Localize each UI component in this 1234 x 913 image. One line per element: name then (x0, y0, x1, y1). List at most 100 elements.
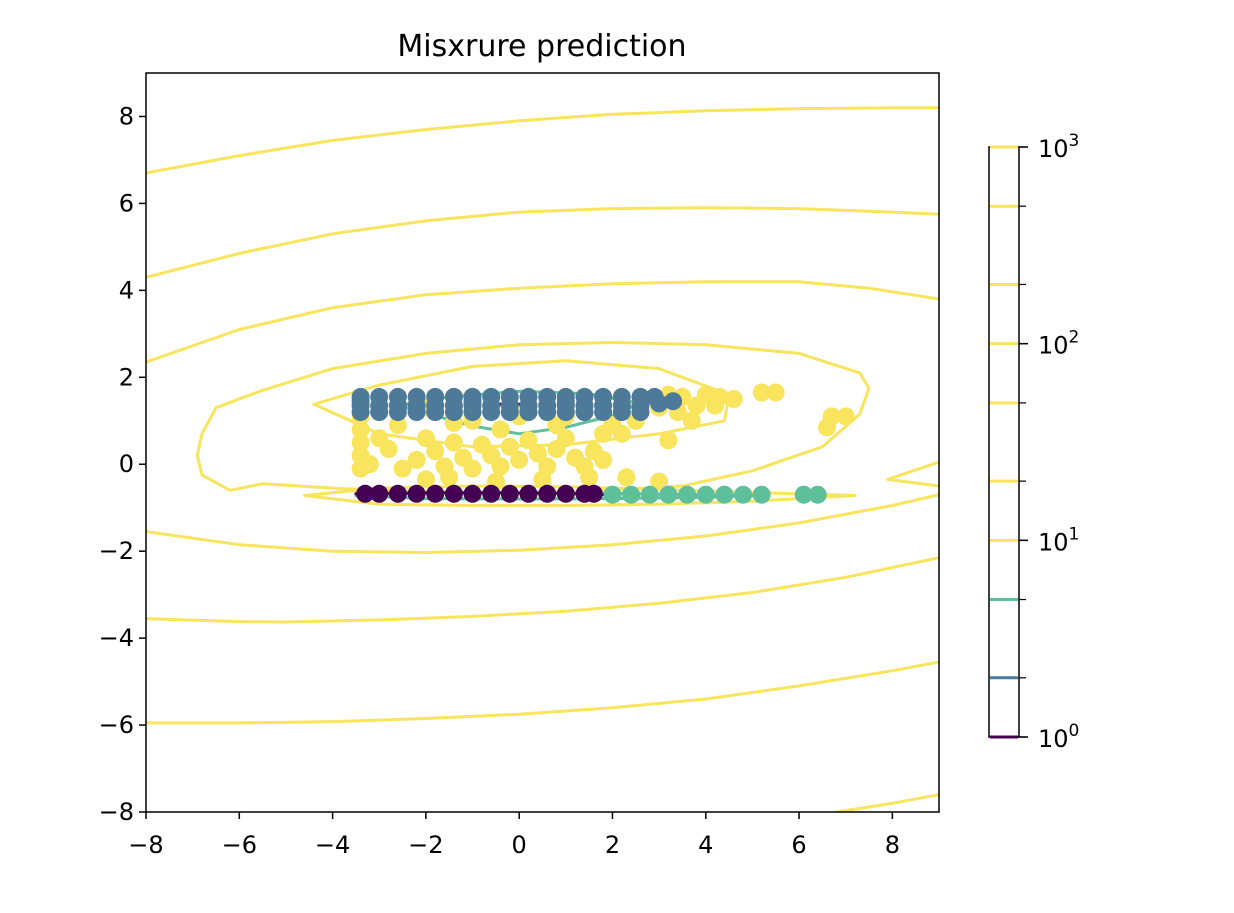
scatter-point (491, 457, 510, 476)
scatter-point (631, 403, 650, 422)
plot-frame (145, 72, 940, 813)
scatter-point (687, 396, 706, 415)
scatter-point (612, 403, 631, 422)
scatter-point (388, 484, 407, 503)
x-tick-label: 2 (605, 831, 620, 859)
scatter-point (351, 420, 370, 439)
scatter-point (584, 484, 603, 503)
scatter-point (388, 416, 407, 435)
scatter-point (407, 450, 426, 469)
colorbar-tick-label: 103 (1038, 131, 1079, 163)
scatter-point (836, 407, 855, 426)
contour-line-level-20 (146, 660, 939, 725)
colorbar: 103 102 101 100 (988, 131, 1079, 753)
scatter-point (444, 484, 463, 503)
colorbar-tick-label: 100 (1038, 721, 1079, 753)
x-tick-label: 8 (885, 831, 900, 859)
scatter-point (617, 468, 636, 487)
scatter-point (444, 403, 463, 422)
y-tick-label: −2 (99, 537, 134, 565)
colorbar-tick-label: 102 (1038, 328, 1079, 360)
scatter-points (351, 383, 855, 504)
scatter-point (580, 468, 599, 487)
scatter-point (533, 470, 552, 489)
contour-line-level-50 (146, 556, 939, 624)
x-tick-label: 4 (698, 831, 713, 859)
scatter-point (547, 416, 566, 435)
y-tick-label: −8 (99, 798, 134, 826)
x-tick-label: 0 (512, 831, 527, 859)
scatter-point (491, 420, 510, 439)
scatter-point (463, 392, 482, 411)
scatter-point (360, 455, 379, 474)
scatter-point (715, 485, 734, 504)
scatter-point (426, 484, 445, 503)
contour-line-level-500 (146, 206, 939, 279)
scatter-point (556, 392, 575, 411)
scatter-point (463, 459, 482, 478)
scatter-point (500, 403, 519, 422)
x-tick-label: −6 (222, 831, 257, 859)
scatter-point (444, 433, 463, 452)
scatter-point (500, 484, 519, 503)
x-tick-label: −2 (408, 831, 443, 859)
scatter-point (575, 403, 594, 422)
contour-line-level-100 (146, 493, 939, 554)
scatter-point (556, 484, 575, 503)
scatter-point (370, 403, 389, 422)
scatter-point (682, 411, 701, 430)
scatter-point (519, 484, 538, 503)
y-tick-label: 8 (119, 102, 134, 130)
scatter-point (440, 468, 459, 487)
scatter-point (650, 394, 669, 413)
contour-line-level-1000 (146, 106, 939, 175)
scatter-point (407, 484, 426, 503)
scatter-point (734, 485, 753, 504)
y-tick-label: 2 (119, 363, 134, 391)
scatter-point (594, 450, 613, 469)
scatter-point (407, 403, 426, 422)
scatter-point (510, 450, 529, 469)
scatter-point (659, 431, 678, 450)
scatter-point (538, 484, 557, 503)
x-tick-label: −4 (315, 831, 350, 859)
scatter-point (393, 459, 412, 478)
scatter-point (519, 403, 538, 422)
scatter-point (370, 429, 389, 448)
x-tick-label: −8 (128, 831, 163, 859)
scatter-point (482, 403, 501, 422)
scatter-point (538, 403, 557, 422)
y-tick-label: 6 (119, 189, 134, 217)
scatter-point (426, 442, 445, 461)
scatter-point (416, 429, 435, 448)
scatter-point (640, 485, 659, 504)
y-axis: 8 6 4 2 0 −2 −4 −6 −8 (99, 102, 146, 826)
scatter-point (724, 390, 743, 408)
scatter-point (416, 470, 435, 489)
scatter-point (752, 485, 771, 504)
scatter-point (678, 485, 697, 504)
scatter-point (818, 418, 836, 437)
scatter-point (664, 392, 683, 411)
scatter-point (612, 424, 631, 443)
scatter-point (528, 444, 547, 463)
scatter-point (426, 403, 445, 422)
y-tick-label: −4 (99, 624, 134, 652)
scatter-point (351, 392, 370, 411)
scatter-point (696, 485, 715, 504)
scatter-point (766, 383, 785, 402)
scatter-point (659, 485, 678, 504)
x-tick-label: 6 (791, 831, 806, 859)
colorbar-frame (988, 146, 1020, 738)
chart-title: Misxrure prediction (397, 29, 686, 64)
scatter-point (752, 383, 771, 402)
colorbar-tick-label: 101 (1038, 524, 1079, 556)
scatter-point (351, 433, 370, 452)
scatter-point (356, 484, 375, 503)
x-axis: −8 −6 −4 −2 0 2 4 6 8 (128, 812, 900, 859)
scatter-point (482, 484, 501, 503)
scatter-point (794, 485, 813, 504)
contour-line-level-20 (834, 793, 939, 812)
